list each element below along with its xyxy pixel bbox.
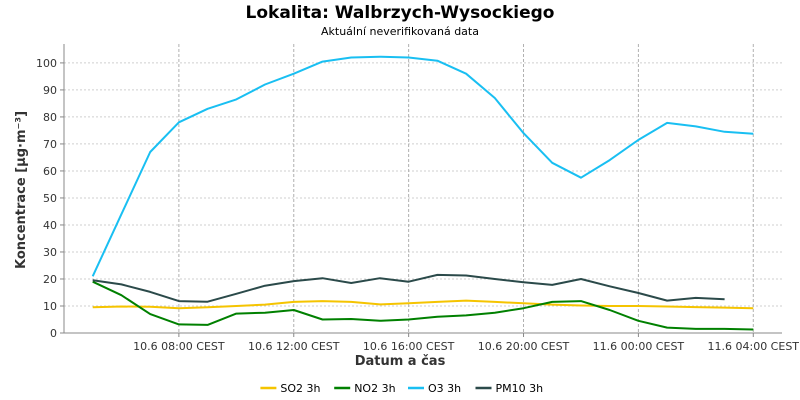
x-tick-label: 10.6 20:00 CEST <box>478 340 570 353</box>
x-tick-label: 11.6 04:00 CEST <box>708 340 800 353</box>
y-tick-label: 90 <box>43 84 57 97</box>
legend-label: O3 3h <box>428 382 461 395</box>
legend-item: O3 3h <box>408 382 461 395</box>
y-tick-label: 70 <box>43 138 57 151</box>
x-tick-label: 10.6 12:00 CEST <box>248 340 340 353</box>
series-line-no2-3h <box>92 280 754 331</box>
y-tick-labels: 0 10 20 30 40 50 60 70 80 90 100 <box>36 57 57 340</box>
plot-area <box>64 44 782 333</box>
legend-item: NO2 3h <box>334 382 396 395</box>
x-tick-label: 10.6 16:00 CEST <box>363 340 455 353</box>
grid <box>64 44 782 333</box>
legend-label: SO2 3h <box>280 382 320 395</box>
legend-label: PM10 3h <box>496 382 544 395</box>
y-tick-label: 50 <box>43 192 57 205</box>
y-axis-label: Koncentrace [µg·m⁻³] <box>14 111 29 269</box>
series-line-o3-3h <box>91 55 754 277</box>
axes <box>60 44 782 337</box>
legend-label: NO2 3h <box>354 382 395 395</box>
y-tick-label: 0 <box>50 327 57 340</box>
y-tick-label: 40 <box>43 219 57 232</box>
x-axis-label: Datum a čas <box>355 354 446 369</box>
y-tick-label: 20 <box>43 273 57 286</box>
series-layer <box>91 55 754 331</box>
series-line-so2-3h <box>92 299 754 310</box>
y-tick-label: 100 <box>36 57 57 70</box>
x-tick-label: 11.6 00:00 CEST <box>593 340 685 353</box>
y-tick-label: 30 <box>43 246 57 259</box>
x-tick-labels: 10.6 08:00 CEST 10.6 12:00 CEST 10.6 16:00… <box>133 340 799 353</box>
legend-item: SO2 3h <box>260 382 321 395</box>
y-tick-label: 60 <box>43 165 57 178</box>
chart-subtitle: Aktuální neverifikovaná data <box>321 25 479 38</box>
legend-item: PM10 3h <box>475 382 544 395</box>
y-tick-label: 80 <box>43 111 57 124</box>
series-line-pm10-3h <box>92 273 725 303</box>
x-tick-label: 10.6 08:00 CEST <box>133 340 225 353</box>
y-tick-label: 10 <box>43 300 57 313</box>
chart-title: Lokalita: Walbrzych-Wysockiego <box>246 3 555 23</box>
legend: SO2 3h NO2 3h O3 3h PM10 3h <box>260 382 543 395</box>
